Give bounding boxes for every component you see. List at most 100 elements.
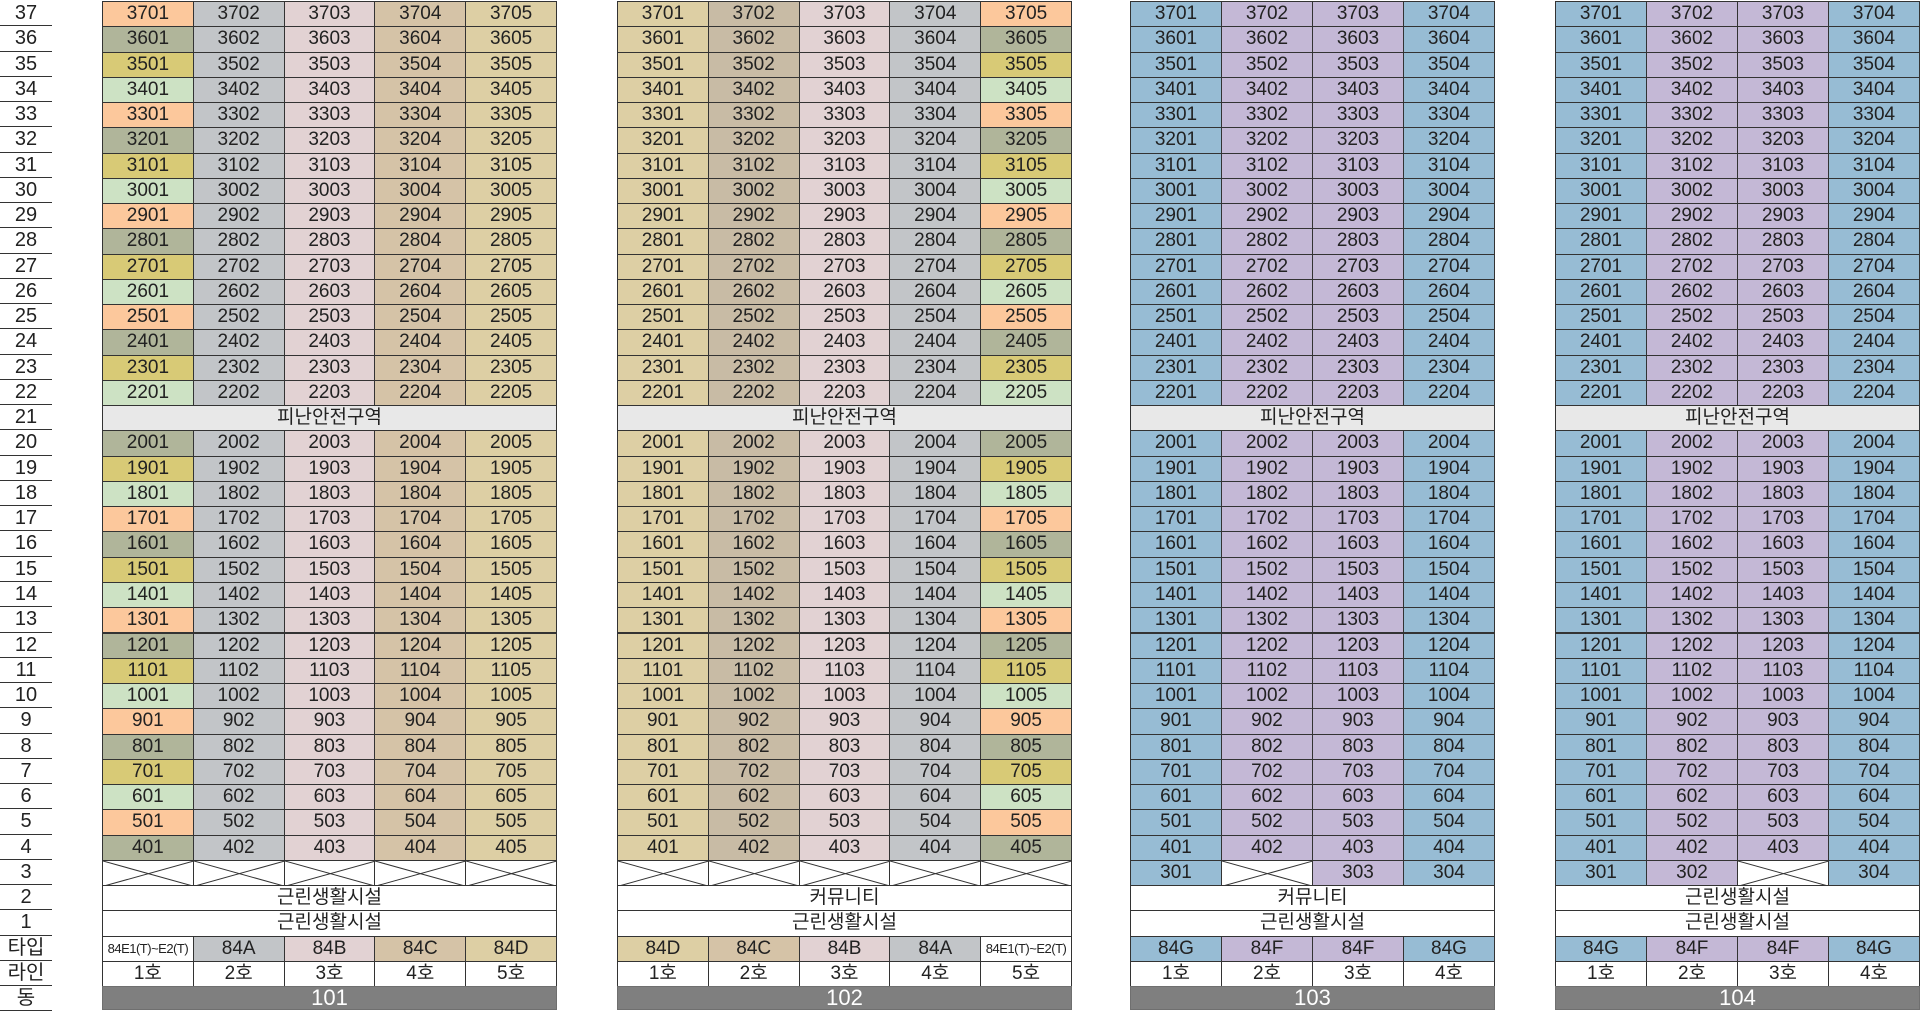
unit-cell: 2902 — [707, 203, 800, 230]
unit-cell: 902 — [1221, 708, 1313, 735]
unit-cell: 2003 — [1737, 430, 1829, 457]
unit-cell: 3704 — [1828, 1, 1920, 28]
unit-cell: 2804 — [1403, 228, 1495, 255]
floor-label: 11 — [15, 658, 37, 681]
unit-cell: 802 — [192, 733, 285, 760]
unit-cell: 1402 — [1221, 581, 1313, 609]
row-divider — [0, 555, 52, 557]
unit-cell: 1003 — [1737, 683, 1829, 710]
unit-cell: 1602 — [1646, 531, 1738, 558]
unit-cell: 3603 — [1737, 26, 1829, 53]
unit-cell: 1402 — [707, 581, 800, 609]
unit-cell: 504 — [889, 809, 982, 836]
unit-cell: 404 — [889, 834, 982, 861]
unit-cell: 2803 — [1737, 228, 1829, 255]
unit-cell: 3102 — [1646, 152, 1738, 179]
unit-cell: 2504 — [1403, 304, 1495, 331]
unit-cell: 2601 — [102, 278, 194, 306]
unit-cell: 1201 — [1130, 632, 1222, 659]
unit-cell: 2305 — [980, 354, 1072, 381]
unit-cell: 3001 — [102, 177, 194, 205]
unit-cell: 403 — [798, 834, 891, 861]
unit-cell: 1503 — [283, 556, 376, 583]
unit-cell: 905 — [980, 708, 1072, 735]
floor-label: 31 — [14, 153, 38, 176]
floor1-facility: 근린생활시설 — [1555, 910, 1920, 937]
unit-cell: 503 — [283, 809, 376, 836]
unit-cell: 802 — [707, 733, 800, 760]
unit-cell: 1002 — [1221, 683, 1313, 710]
unit-cell: 3401 — [617, 76, 709, 104]
unit-cell: 501 — [102, 809, 194, 836]
row-divider — [0, 50, 52, 52]
unit-cell: 2804 — [1828, 228, 1920, 255]
unit-cell: 3104 — [1403, 152, 1495, 179]
unit-cell: 3003 — [283, 177, 376, 205]
unit-cell: 3604 — [1403, 26, 1495, 53]
floor2-facility: 근린생활시설 — [102, 885, 557, 912]
unit-cell: 1203 — [1312, 632, 1404, 659]
unit-cell: 1901 — [1130, 455, 1222, 482]
unit-cell: 3401 — [102, 76, 194, 104]
unit-cell: 2805 — [465, 228, 557, 255]
unit-cell: 2801 — [102, 228, 194, 255]
unit-cell: 1504 — [374, 556, 467, 583]
unit-cell: 2802 — [1221, 228, 1313, 255]
unit-cell: 801 — [1555, 733, 1647, 760]
row-divider — [0, 353, 52, 355]
empty-unit-cross — [617, 859, 709, 887]
unit-cell: 1703 — [1312, 506, 1404, 533]
unit-cell: 1302 — [1646, 607, 1738, 634]
unit-cell: 1003 — [283, 683, 376, 710]
unit-cell: 3702 — [707, 1, 800, 28]
unit-cell: 2603 — [798, 278, 891, 306]
unit-cell: 903 — [798, 708, 891, 735]
unit-cell: 3001 — [1555, 177, 1647, 205]
cross-mark-icon — [193, 860, 284, 886]
cross-mark-icon — [708, 860, 799, 886]
unit-cell: 2903 — [1312, 203, 1404, 230]
unit-cell: 2803 — [1312, 228, 1404, 255]
row-divider — [0, 227, 52, 229]
line-label: 4호 — [374, 960, 467, 988]
unit-cell: 2303 — [798, 354, 891, 381]
unit-cell: 703 — [1312, 758, 1404, 786]
floor-label: 24 — [14, 330, 38, 353]
unit-cell: 1702 — [192, 506, 285, 533]
floor-label: 36 — [14, 27, 38, 50]
unit-cell: 603 — [798, 784, 891, 811]
unit-cell: 1304 — [1403, 607, 1495, 634]
unit-cell: 2202 — [707, 379, 800, 407]
unit-cell: 3004 — [374, 177, 467, 205]
empty-unit-cross — [102, 859, 194, 887]
unit-cell: 2302 — [1646, 354, 1738, 381]
unit-cell: 2802 — [192, 228, 285, 255]
unit-cell: 1003 — [1312, 683, 1404, 710]
floor-label: 16 — [14, 532, 38, 555]
unit-cell: 801 — [617, 733, 709, 760]
unit-cell: 1901 — [102, 455, 194, 482]
unit-cell: 1301 — [617, 607, 709, 634]
unit-cell: 3703 — [1737, 1, 1829, 28]
unit-cell: 605 — [465, 784, 557, 811]
unit-cell: 1601 — [617, 531, 709, 558]
unit-cell: 1601 — [1130, 531, 1222, 558]
unit-cell: 2701 — [617, 253, 709, 280]
unit-cell: 3201 — [617, 127, 709, 154]
line-label: 4호 — [889, 960, 982, 988]
row-divider — [0, 176, 52, 178]
unit-cell: 1702 — [1646, 506, 1738, 533]
cross-mark-icon — [1222, 860, 1312, 886]
unit-cell: 504 — [374, 809, 467, 836]
unit-cell: 2301 — [617, 354, 709, 381]
unit-cell: 3603 — [1312, 26, 1404, 53]
unit-cell: 1804 — [1403, 480, 1495, 508]
unit-cell: 602 — [192, 784, 285, 811]
unit-cell: 3302 — [707, 102, 800, 129]
unit-cell: 2605 — [980, 278, 1072, 306]
empty-unit-cross — [707, 859, 800, 887]
unit-cell: 3305 — [465, 102, 557, 129]
unit-cell: 2705 — [465, 253, 557, 280]
unit-cell: 403 — [1312, 834, 1404, 861]
unit-cell: 1403 — [1737, 581, 1829, 609]
